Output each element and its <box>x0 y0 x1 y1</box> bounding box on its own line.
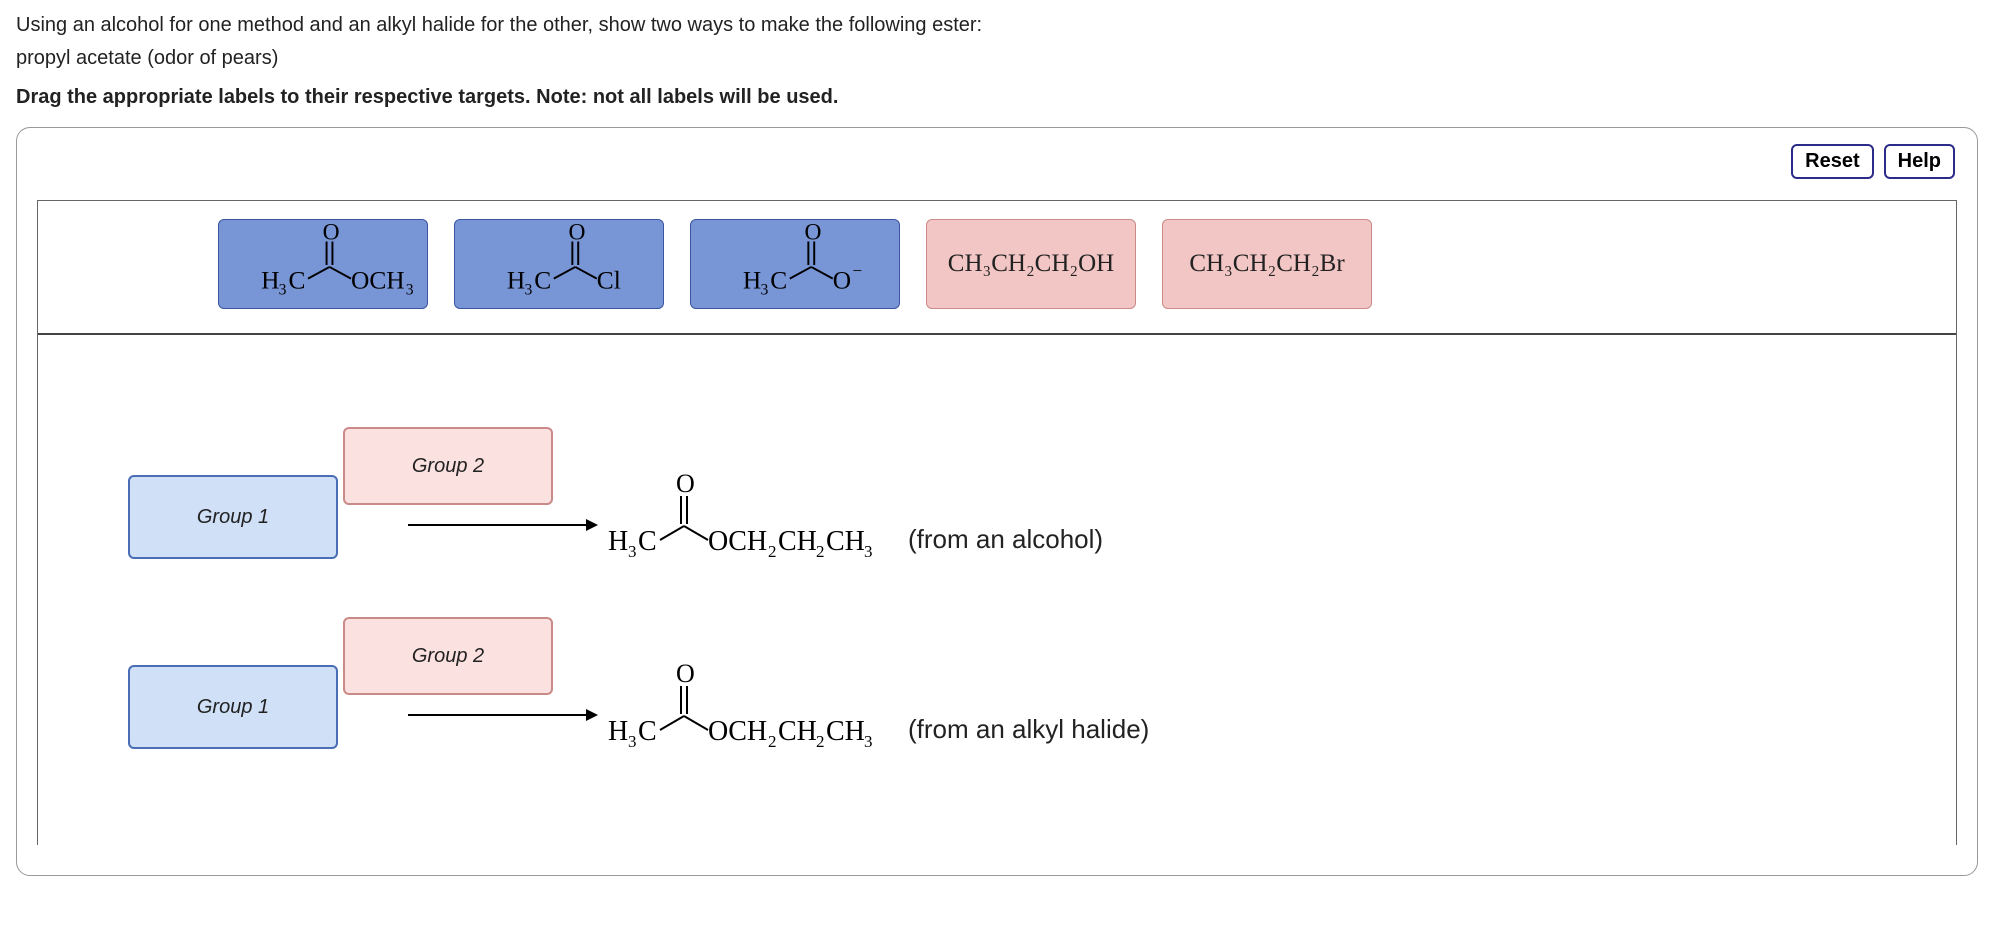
label-tile-propyl-bromide[interactable]: CH₃CH₂CH₂Br <box>1162 219 1372 309</box>
svg-text:H: H <box>608 526 628 557</box>
label-tile-acetyl-cl[interactable]: H 3 C O Cl <box>454 219 664 309</box>
svg-text:C: C <box>638 526 657 557</box>
svg-text:CH: CH <box>778 716 817 747</box>
inner-panel: H 3 C O OCH 3 H 3 C <box>37 200 1957 845</box>
svg-text:C: C <box>638 716 657 747</box>
exercise-panel: Reset Help H 3 C O OCH 3 <box>16 127 1978 876</box>
dropzone-label: Group 1 <box>197 506 269 529</box>
dropzone-group2-r2[interactable]: Group 2 <box>343 617 553 695</box>
svg-text:CH: CH <box>826 526 865 557</box>
svg-text:O: O <box>805 220 822 246</box>
dropzone-label: Group 2 <box>412 455 484 478</box>
product-caption-r1: (from an alcohol) <box>908 524 1103 565</box>
product-r2: H 3 C O OCH 2 CH 2 CH 3 <box>608 660 1149 755</box>
svg-text:2: 2 <box>768 542 777 561</box>
label-tile-acetate-anion[interactable]: H 3 C O O − <box>690 219 900 309</box>
svg-text:3: 3 <box>525 281 533 298</box>
reaction-row-alkyl-halide: Group 1 Group 2 H 3 C <box>98 635 1916 775</box>
svg-text:2: 2 <box>816 542 825 561</box>
dropzone-group2-r1[interactable]: Group 2 <box>343 427 553 505</box>
instruction: Drag the appropriate labels to their res… <box>16 86 1978 109</box>
dropzone-group1-r2[interactable]: Group 1 <box>128 665 338 749</box>
svg-text:H: H <box>507 266 525 294</box>
svg-text:CH: CH <box>778 526 817 557</box>
top-controls: Reset Help <box>1791 144 1955 179</box>
dropzone-group1-r1[interactable]: Group 1 <box>128 475 338 559</box>
dropzone-label: Group 2 <box>412 645 484 668</box>
svg-text:O: O <box>569 220 586 246</box>
svg-text:3: 3 <box>406 281 414 298</box>
svg-text:OCH: OCH <box>351 266 405 294</box>
label-tile-propanol[interactable]: CH₃CH₂CH₂OH <box>926 219 1136 309</box>
label-tile-text: CH₃CH₂CH₂Br <box>1189 250 1344 278</box>
prompt-line-1: Using an alcohol for one method and an a… <box>16 12 1978 39</box>
svg-text:3: 3 <box>761 281 769 298</box>
help-button[interactable]: Help <box>1884 144 1955 179</box>
svg-text:3: 3 <box>628 732 637 751</box>
prompt-line-2: propyl acetate (odor of pears) <box>16 45 1978 72</box>
product-r1: H 3 C O OCH 2 CH 2 CH 3 <box>608 470 1103 565</box>
svg-text:C: C <box>289 266 306 294</box>
reaction-row-alcohol: Group 1 Group 2 H 3 C <box>98 445 1916 585</box>
svg-text:OCH: OCH <box>708 526 767 557</box>
svg-text:3: 3 <box>864 542 873 561</box>
svg-text:O: O <box>676 470 695 498</box>
svg-text:C: C <box>771 266 788 294</box>
svg-text:H: H <box>608 716 628 747</box>
label-tile-acetyl-och3[interactable]: H 3 C O OCH 3 <box>218 219 428 309</box>
svg-text:O: O <box>833 266 851 294</box>
svg-text:O: O <box>676 660 695 688</box>
svg-text:3: 3 <box>864 732 873 751</box>
reaction-arrow <box>408 515 598 538</box>
svg-text:Cl: Cl <box>597 266 621 294</box>
label-palette: H 3 C O OCH 3 H 3 C <box>38 201 1956 335</box>
svg-text:O: O <box>323 220 340 246</box>
product-caption-r2: (from an alkyl halide) <box>908 714 1149 755</box>
reset-button[interactable]: Reset <box>1791 144 1873 179</box>
svg-text:2: 2 <box>768 732 777 751</box>
work-area: Group 1 Group 2 H 3 C <box>38 335 1956 845</box>
svg-text:−: − <box>853 261 863 281</box>
label-tile-text: CH₃CH₂CH₂OH <box>948 250 1114 278</box>
svg-text:H: H <box>743 266 761 294</box>
svg-text:C: C <box>535 266 552 294</box>
dropzone-label: Group 1 <box>197 696 269 719</box>
svg-text:H: H <box>261 266 279 294</box>
svg-text:CH: CH <box>826 716 865 747</box>
svg-text:3: 3 <box>628 542 637 561</box>
svg-text:2: 2 <box>816 732 825 751</box>
svg-text:OCH: OCH <box>708 716 767 747</box>
svg-text:3: 3 <box>279 281 287 298</box>
reaction-arrow <box>408 705 598 728</box>
